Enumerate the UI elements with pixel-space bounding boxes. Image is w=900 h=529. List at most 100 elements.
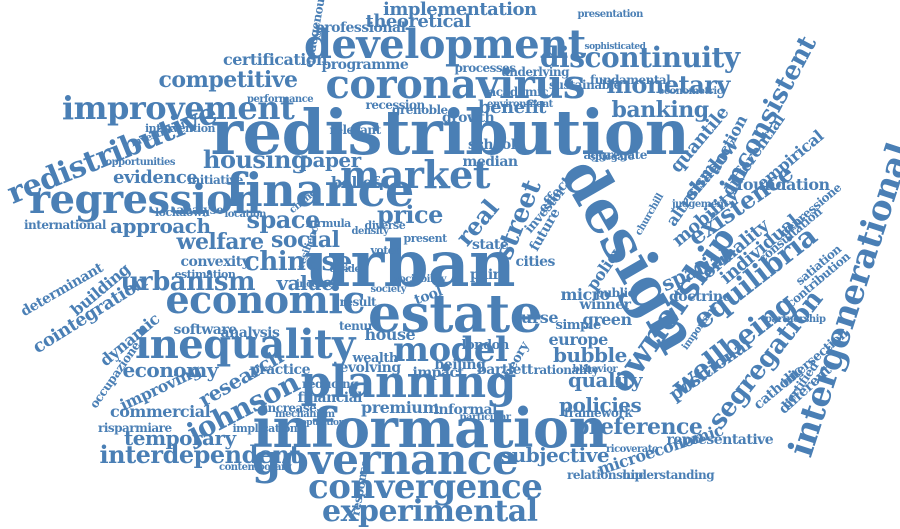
cloud-word: diverse [364, 218, 406, 232]
cloud-word: initiative [187, 173, 244, 187]
cloud-word: subjective [501, 443, 610, 467]
cloud-word: bubble [553, 343, 627, 367]
cloud-word: finance [226, 163, 414, 217]
cloud-word: benefit [478, 97, 546, 118]
cloud-word: preference [574, 414, 703, 440]
cloud-word: information [252, 396, 608, 460]
cloud-word: wealth [352, 350, 399, 366]
cloud-word: monetary [606, 70, 731, 99]
cloud-word: interdependent [99, 440, 301, 469]
cloud-word: simple [555, 317, 602, 333]
cloud-word: software [173, 322, 238, 338]
cloud-word: location [224, 209, 267, 220]
cloud-word: micro [560, 285, 611, 304]
cloud-word: urbanism [120, 267, 256, 297]
cloud-word: increase [263, 401, 317, 415]
cloud-word: green [582, 310, 633, 329]
cloud-word: sophisticated [584, 41, 646, 52]
cloud-word: spiegare [590, 152, 634, 163]
cloud-word: planning [300, 357, 517, 408]
cloud-word: mechanism [275, 409, 335, 420]
cloud-word: income [296, 279, 334, 290]
cloud-word: market [340, 152, 490, 197]
cloud-word: opportunities [105, 157, 176, 168]
cloud-word: winner [579, 297, 632, 313]
cloud-word: programme [321, 57, 409, 73]
cloud-word: social [271, 227, 340, 253]
cloud-word: tenure [339, 319, 381, 333]
cloud-word: theoretical [365, 11, 471, 32]
cloud-word: chinese [244, 247, 352, 277]
cloud-word: relevant [329, 123, 382, 137]
cloud-word: belief [331, 173, 379, 192]
cloud-word: state [472, 237, 509, 253]
cloud-word: analysis [220, 325, 280, 341]
cloud-word: density [351, 226, 389, 237]
cloud-word: model [393, 330, 508, 370]
cloud-word: paper [299, 148, 361, 172]
cloud-word: fundamental [590, 73, 671, 87]
cloud-word: analyse [176, 203, 224, 217]
cloud-word: voter [370, 243, 401, 257]
cloud-word: bartlett [477, 362, 533, 378]
cloud-word: europe [548, 330, 609, 349]
cloud-word: space [246, 205, 321, 234]
cloud-word: housing [203, 145, 308, 174]
cloud-word: inequality [135, 321, 355, 368]
cloud-word: representative [666, 432, 774, 448]
cloud-word: professional [315, 20, 406, 36]
cloud-word: formula [305, 216, 352, 230]
cloud-word: presentation [577, 9, 644, 20]
cloud-word: result [339, 295, 377, 309]
cloud-word: value [276, 271, 334, 295]
cloud-word: environment [487, 99, 553, 110]
cloud-word: improvement [62, 89, 295, 127]
cloud-word: judgement [672, 199, 728, 210]
cloud-word: governance [252, 435, 519, 484]
cloud-word: present [403, 231, 448, 245]
cloud-word: behavior [572, 364, 618, 375]
cloud-word: informal [433, 402, 498, 418]
cloud-word: intervention [145, 121, 216, 135]
cloud-word: beijing [434, 357, 486, 373]
cloud-word: london [461, 337, 510, 353]
cloud-word: welfare [176, 229, 265, 255]
cloud-word: processes [454, 61, 517, 75]
cloud-word: certification [223, 50, 328, 69]
cloud-word: understanding [622, 468, 715, 482]
cloud-word: coronavirus [325, 61, 586, 108]
cloud-word: redistribution [210, 96, 690, 169]
cloud-word: competitive [158, 67, 299, 93]
cloud-word: median [462, 154, 519, 170]
cloud-word: implementation [383, 0, 537, 20]
cloud-word: cities [515, 254, 556, 270]
cloud-word: reducing [302, 377, 359, 391]
cloud-word: economy [122, 358, 219, 382]
cloud-word: partnership [765, 314, 826, 325]
cloud-word: practice [250, 362, 310, 378]
cloud-word: school [468, 137, 516, 153]
cloud-word: evidence [113, 167, 198, 188]
cloud-word: grenoble [392, 103, 448, 117]
cloud-word: divide [329, 264, 361, 275]
cloud-word: rationality [533, 363, 599, 377]
cloud-word: policies [559, 393, 642, 417]
cloud-word: urban [304, 227, 516, 302]
cloud-word: financial [297, 390, 363, 406]
cloud-word: experimental [322, 494, 538, 529]
cloud-word: population [295, 417, 345, 428]
cloud-word: sociability [394, 274, 447, 285]
cloud-word: aggregate [583, 148, 648, 162]
cloud-word: foundation [736, 175, 831, 194]
cloud-word: regression [29, 176, 262, 223]
cloud-word: public [595, 286, 635, 300]
cloud-word: recession [365, 98, 426, 112]
cloud-word: contemporary [219, 462, 292, 473]
cloud-word: ricoverato [606, 444, 659, 455]
cloud-word: framework [564, 406, 633, 420]
cloud-word: evolving [339, 360, 402, 376]
cloud-word: estate [368, 284, 543, 345]
cloud-word: banking [611, 97, 710, 123]
cloud-word: performance [247, 94, 314, 105]
